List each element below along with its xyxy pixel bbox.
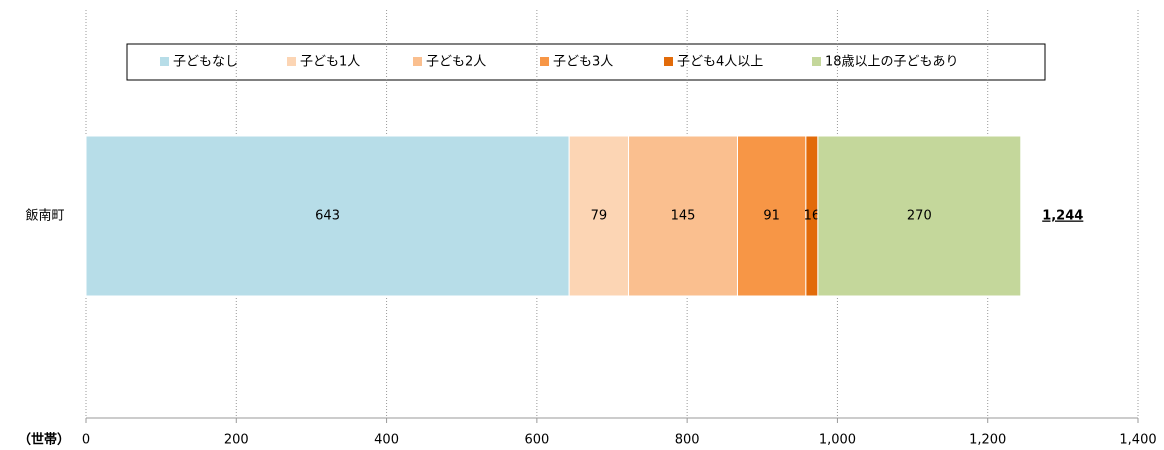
legend-label: 子ども1人: [300, 55, 360, 70]
x-tick-label: 1,200: [969, 433, 1006, 448]
x-tick-label: 400: [374, 433, 399, 448]
x-axis-label: （世帯）: [18, 432, 70, 448]
bar-segment: [817, 135, 1022, 297]
x-tick-label: 200: [224, 433, 249, 448]
legend-label: 18歳以上の子どもあり: [825, 55, 959, 70]
legend-swatch: [812, 57, 821, 66]
x-tick-label: 1,400: [1119, 433, 1156, 448]
value-label: 91: [763, 209, 780, 224]
y-tick-label: 飯南町: [25, 208, 64, 224]
legend-swatch: [287, 57, 296, 66]
bar-segment: [736, 135, 807, 297]
legend-box: [126, 43, 1046, 81]
value-label: 16: [804, 209, 821, 224]
legend-label: 子ども4人以上: [677, 55, 763, 70]
bar-segment: [85, 135, 570, 297]
x-tick-label: 0: [82, 433, 90, 448]
legend-swatch: [413, 57, 422, 66]
x-tick-label: 1,000: [819, 433, 856, 448]
legend-swatch: [540, 57, 549, 66]
value-label: 145: [671, 209, 696, 224]
x-tick-label: 800: [675, 433, 700, 448]
value-label: 79: [591, 209, 608, 224]
value-label: 270: [907, 209, 932, 224]
legend-label: 子ども2人: [426, 55, 486, 70]
legend-swatch: [160, 57, 169, 66]
x-tick-label: 600: [524, 433, 549, 448]
bar-segment: [568, 135, 630, 297]
value-label: 643: [315, 209, 340, 224]
total-label: 1,244: [1042, 209, 1083, 224]
bar-segment: [628, 135, 738, 297]
legend-label: 子どもなし: [173, 55, 238, 70]
legend-swatch: [664, 57, 673, 66]
legend-label: 子ども3人: [553, 55, 613, 70]
